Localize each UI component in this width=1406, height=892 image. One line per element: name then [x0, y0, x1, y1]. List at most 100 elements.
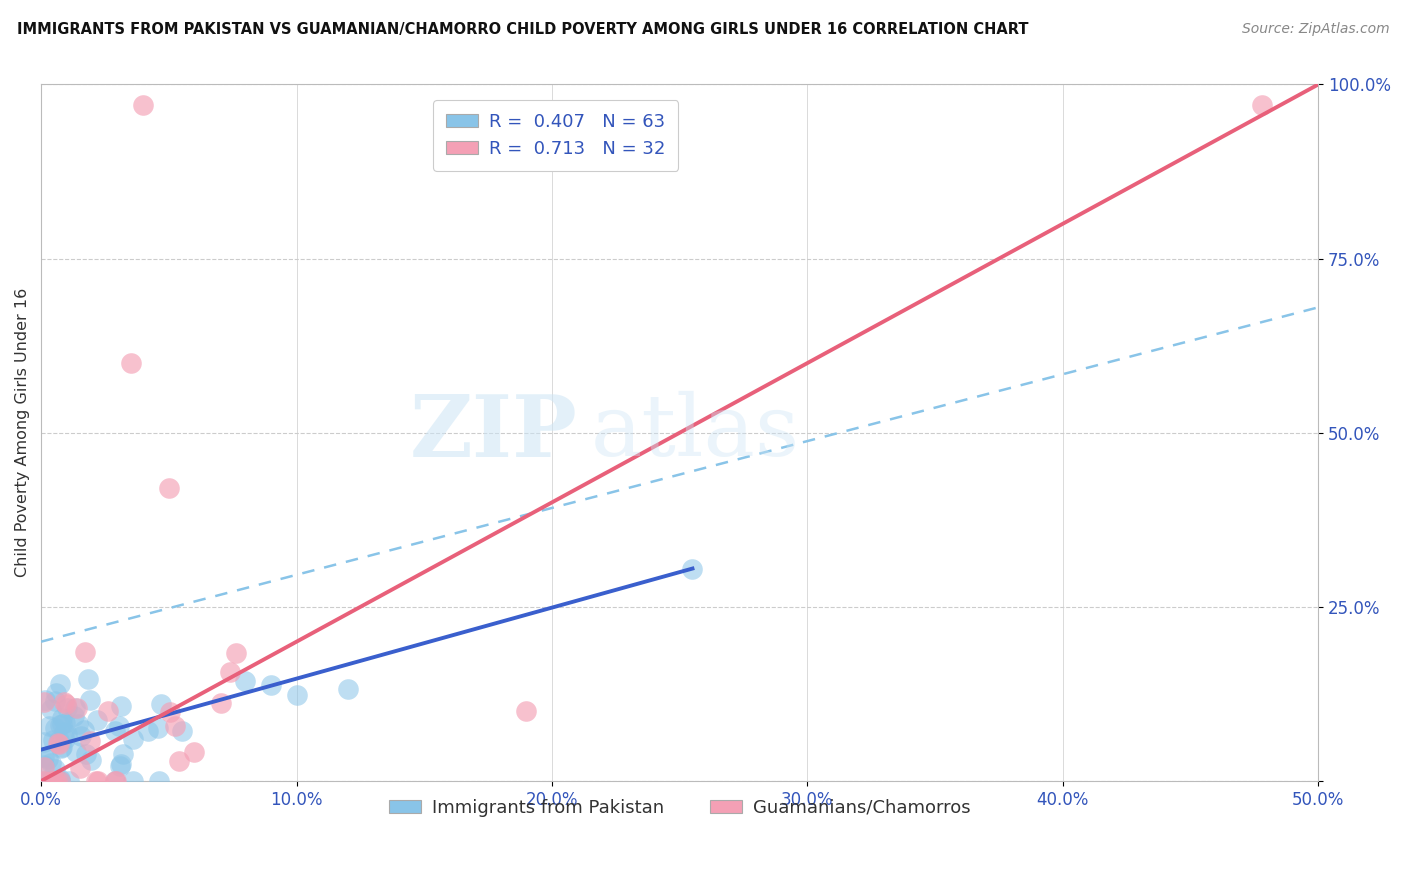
Point: [63, 700, 86, 714]
Point: [110, 698, 132, 713]
Point: [120, 356, 142, 370]
Point: [183, 745, 205, 759]
Point: [132, 98, 155, 112]
Point: [32, 750, 55, 764]
Point: [163, 719, 186, 733]
Point: [49, 772, 72, 786]
Point: [49, 718, 72, 732]
Point: [104, 774, 127, 789]
Point: [46, 736, 69, 750]
Point: [44, 721, 66, 735]
Point: [235, 673, 257, 688]
Point: [122, 731, 145, 746]
Point: [39, 756, 62, 770]
Point: [69, 730, 91, 744]
Point: [218, 665, 240, 680]
Point: [56, 727, 79, 741]
Point: [285, 688, 308, 702]
Point: [84, 774, 107, 789]
Point: [32, 758, 55, 772]
Point: [44, 762, 66, 776]
Point: [49, 740, 72, 755]
Point: [32, 774, 55, 789]
Point: [44, 694, 66, 708]
Point: [104, 774, 127, 789]
Point: [157, 482, 180, 496]
Point: [66, 701, 89, 715]
Point: [148, 774, 170, 789]
Point: [136, 723, 159, 738]
Point: [108, 759, 131, 773]
Point: [56, 700, 79, 714]
Text: atlas: atlas: [591, 391, 800, 475]
Point: [44, 774, 66, 789]
Point: [69, 761, 91, 775]
Point: [159, 705, 181, 719]
Point: [172, 724, 194, 739]
Point: [46, 774, 69, 789]
Point: [80, 753, 103, 767]
Point: [515, 704, 537, 718]
Point: [53, 731, 76, 746]
Point: [73, 645, 96, 659]
Point: [87, 774, 110, 789]
Point: [150, 698, 173, 712]
Point: [55, 716, 77, 731]
Point: [104, 774, 127, 789]
Point: [97, 704, 120, 718]
Point: [108, 719, 131, 733]
Point: [48, 732, 70, 747]
Point: [32, 774, 55, 789]
Point: [682, 561, 704, 575]
Point: [76, 672, 98, 686]
Point: [51, 739, 73, 754]
Point: [63, 708, 86, 723]
Text: ZIP: ZIP: [409, 391, 578, 475]
Point: [51, 717, 73, 731]
Point: [39, 701, 62, 715]
Point: [48, 737, 70, 751]
Point: [51, 711, 73, 725]
Point: [209, 697, 232, 711]
Point: [32, 735, 55, 749]
Point: [86, 713, 108, 727]
Text: Source: ZipAtlas.com: Source: ZipAtlas.com: [1241, 22, 1389, 37]
Point: [79, 734, 101, 748]
Point: [52, 725, 75, 739]
Point: [260, 677, 283, 691]
Point: [48, 677, 70, 691]
Point: [336, 681, 359, 696]
Point: [58, 774, 80, 789]
Point: [110, 757, 132, 772]
Point: [45, 686, 67, 700]
Point: [32, 760, 55, 774]
Point: [72, 723, 94, 737]
Point: [65, 745, 87, 759]
Point: [41, 733, 63, 747]
Point: [167, 754, 190, 768]
Legend: Immigrants from Pakistan, Guamanians/Chamorros: Immigrants from Pakistan, Guamanians/Cha…: [381, 792, 977, 824]
Point: [49, 774, 72, 789]
Point: [67, 717, 90, 731]
Point: [44, 774, 66, 789]
Point: [55, 697, 77, 711]
Y-axis label: Child Poverty Among Girls Under 16: Child Poverty Among Girls Under 16: [15, 288, 30, 577]
Point: [75, 747, 97, 762]
Point: [122, 774, 145, 789]
Point: [146, 721, 169, 735]
Point: [48, 773, 70, 788]
Point: [38, 719, 60, 733]
Point: [1251, 98, 1274, 112]
Point: [225, 646, 247, 660]
Point: [112, 747, 135, 761]
Point: [37, 752, 59, 766]
Point: [37, 774, 59, 789]
Point: [79, 693, 101, 707]
Point: [41, 774, 63, 789]
Point: [34, 693, 56, 707]
Point: [104, 723, 127, 738]
Point: [32, 695, 55, 709]
Point: [53, 695, 76, 709]
Text: IMMIGRANTS FROM PAKISTAN VS GUAMANIAN/CHAMORRO CHILD POVERTY AMONG GIRLS UNDER 1: IMMIGRANTS FROM PAKISTAN VS GUAMANIAN/CH…: [17, 22, 1028, 37]
Point: [41, 774, 63, 789]
